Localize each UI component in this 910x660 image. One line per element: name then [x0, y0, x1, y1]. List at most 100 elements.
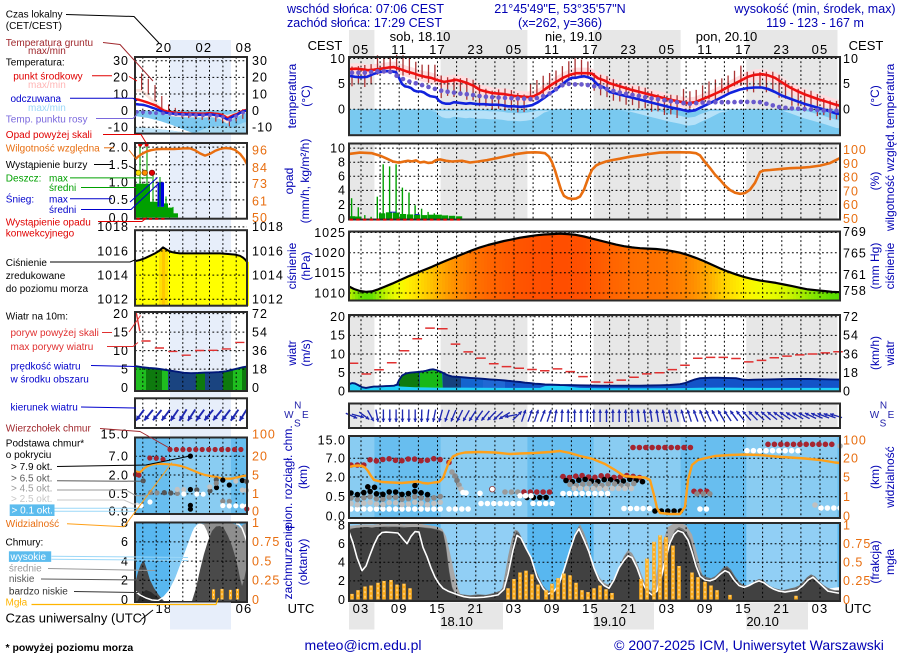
svg-text:36: 36 — [252, 344, 268, 358]
svg-text:1015: 1015 — [314, 266, 346, 280]
svg-text:widzialność: widzialność — [883, 446, 897, 508]
svg-text:Podstawa chmur*: Podstawa chmur* — [6, 438, 84, 449]
svg-text:średni: średni — [49, 183, 76, 194]
svg-text:11: 11 — [697, 42, 713, 57]
svg-text:0.75: 0.75 — [843, 537, 871, 551]
svg-text:1010: 1010 — [314, 286, 346, 300]
svg-text:18: 18 — [252, 362, 268, 376]
svg-text:02: 02 — [195, 40, 212, 55]
svg-text:8: 8 — [121, 516, 129, 530]
svg-text:do poziomu morza: do poziomu morza — [6, 284, 89, 295]
svg-text:23: 23 — [773, 42, 790, 57]
svg-text:72: 72 — [843, 310, 859, 324]
svg-text:11: 11 — [544, 42, 560, 57]
svg-text:(mm Hg): (mm Hg) — [868, 243, 882, 290]
svg-text:2: 2 — [338, 574, 346, 588]
svg-text:18.10: 18.10 — [440, 614, 473, 629]
svg-text:0.75: 0.75 — [252, 535, 280, 549]
svg-text:S: S — [294, 419, 301, 430]
svg-text:10: 10 — [252, 87, 268, 101]
svg-text:wiatr: wiatr — [883, 340, 897, 366]
svg-text:5: 5 — [338, 366, 346, 380]
svg-text:Wierzchołek chmur: Wierzchołek chmur — [6, 423, 92, 434]
svg-text:max/min: max/min — [28, 46, 66, 57]
svg-text:pion. rozciągł. chm.: pion. rozciągł. chm. — [281, 425, 295, 528]
svg-text:20: 20 — [330, 310, 346, 324]
svg-text:0: 0 — [252, 505, 260, 519]
svg-text:0: 0 — [843, 385, 851, 399]
svg-text:61: 61 — [252, 195, 268, 209]
svg-text:0.25: 0.25 — [843, 574, 871, 588]
svg-text:11: 11 — [391, 42, 407, 57]
svg-text:84: 84 — [252, 161, 268, 175]
svg-text:0.5: 0.5 — [109, 487, 129, 501]
svg-text:E: E — [302, 410, 309, 421]
svg-text:7.0: 7.0 — [326, 452, 346, 466]
svg-text:50: 50 — [252, 211, 268, 225]
svg-text:(°C): (°C) — [868, 85, 882, 106]
svg-text:1: 1 — [843, 490, 851, 504]
svg-text:5: 5 — [843, 470, 851, 484]
svg-text:05: 05 — [659, 42, 676, 57]
svg-text:21: 21 — [620, 601, 637, 616]
svg-text:1018: 1018 — [252, 220, 284, 234]
svg-text:15.0: 15.0 — [101, 428, 129, 442]
svg-text:10: 10 — [330, 347, 346, 361]
svg-text:mgła: mgła — [883, 549, 897, 575]
svg-text:(frakcja): (frakcja) — [868, 540, 882, 583]
svg-text:ciśnienie: ciśnienie — [285, 242, 299, 289]
svg-text:prędkość wiatru: prędkość wiatru — [11, 361, 81, 372]
svg-text:60: 60 — [843, 198, 859, 212]
svg-text:769: 769 — [843, 225, 867, 239]
svg-text:średni: średni — [49, 205, 76, 216]
svg-text:20: 20 — [252, 71, 268, 85]
svg-text:meteo@icm.edu.pl: meteo@icm.edu.pl — [305, 637, 422, 653]
svg-text:1.5: 1.5 — [109, 158, 129, 172]
svg-text:> 7.9 okt.: > 7.9 okt. — [11, 462, 52, 473]
svg-text:5: 5 — [252, 468, 260, 482]
svg-text:wysokość (min, środek, max): wysokość (min, środek, max) — [733, 2, 895, 16]
svg-text:-10: -10 — [108, 121, 129, 135]
svg-text:17: 17 — [429, 42, 446, 57]
svg-text:zachód słońca: 17:29 CEST: zachód słońca: 17:29 CEST — [287, 16, 442, 30]
svg-text:kierunek wiatru: kierunek wiatru — [11, 403, 78, 414]
svg-text:(km): (km) — [868, 465, 882, 489]
svg-text:© 2007-2025 ICM, Uniwersytet W: © 2007-2025 ICM, Uniwersytet Warszawski — [614, 637, 884, 653]
svg-text:05: 05 — [506, 42, 523, 57]
svg-text:zachmurzenie: zachmurzenie — [281, 524, 295, 599]
svg-text:73: 73 — [252, 177, 268, 191]
svg-text:6: 6 — [338, 537, 346, 551]
svg-text:15: 15 — [582, 601, 599, 616]
svg-text:0.5: 0.5 — [326, 490, 346, 504]
svg-text:17: 17 — [582, 42, 599, 57]
svg-text:0.5: 0.5 — [843, 556, 863, 570]
svg-text:30: 30 — [113, 54, 129, 68]
svg-text:21°45'49"E, 53°35'57"N: 21°45'49"E, 53°35'57"N — [494, 2, 625, 16]
svg-text:20: 20 — [113, 71, 129, 85]
svg-text:max porywy wiatru: max porywy wiatru — [11, 342, 94, 353]
svg-text:1018: 1018 — [97, 220, 129, 234]
svg-text:(m/s): (m/s) — [299, 339, 313, 366]
svg-text:niskie: niskie — [9, 574, 35, 585]
svg-text:6: 6 — [121, 535, 129, 549]
svg-text:(km): (km) — [296, 465, 310, 489]
svg-text:(oktanty): (oktanty) — [296, 539, 310, 586]
svg-text:0: 0 — [121, 104, 129, 118]
svg-text:15: 15 — [429, 601, 446, 616]
svg-text:20: 20 — [252, 450, 268, 464]
svg-text:Śnieg:: Śnieg: — [6, 193, 34, 206]
svg-text:2.0: 2.0 — [109, 140, 129, 154]
svg-text:wschód słońca: 07:06 CEST: wschód słońca: 07:06 CEST — [286, 2, 444, 16]
svg-text:0.5: 0.5 — [109, 193, 129, 207]
svg-text:o pokryciu: o pokryciu — [6, 450, 52, 461]
svg-text:5: 5 — [843, 77, 851, 91]
svg-text:Ciśnienie: Ciśnienie — [6, 258, 48, 269]
svg-text:max: max — [49, 173, 68, 184]
svg-text:10: 10 — [330, 141, 346, 155]
svg-text:Wystąpienie burzy: Wystąpienie burzy — [6, 160, 88, 171]
svg-text:> 4.5 okt.: > 4.5 okt. — [11, 484, 52, 495]
svg-text:0: 0 — [252, 104, 260, 118]
svg-text:2.0: 2.0 — [109, 468, 129, 482]
svg-text:20.10: 20.10 — [746, 614, 779, 629]
svg-text:średnie: średnie — [9, 563, 42, 574]
